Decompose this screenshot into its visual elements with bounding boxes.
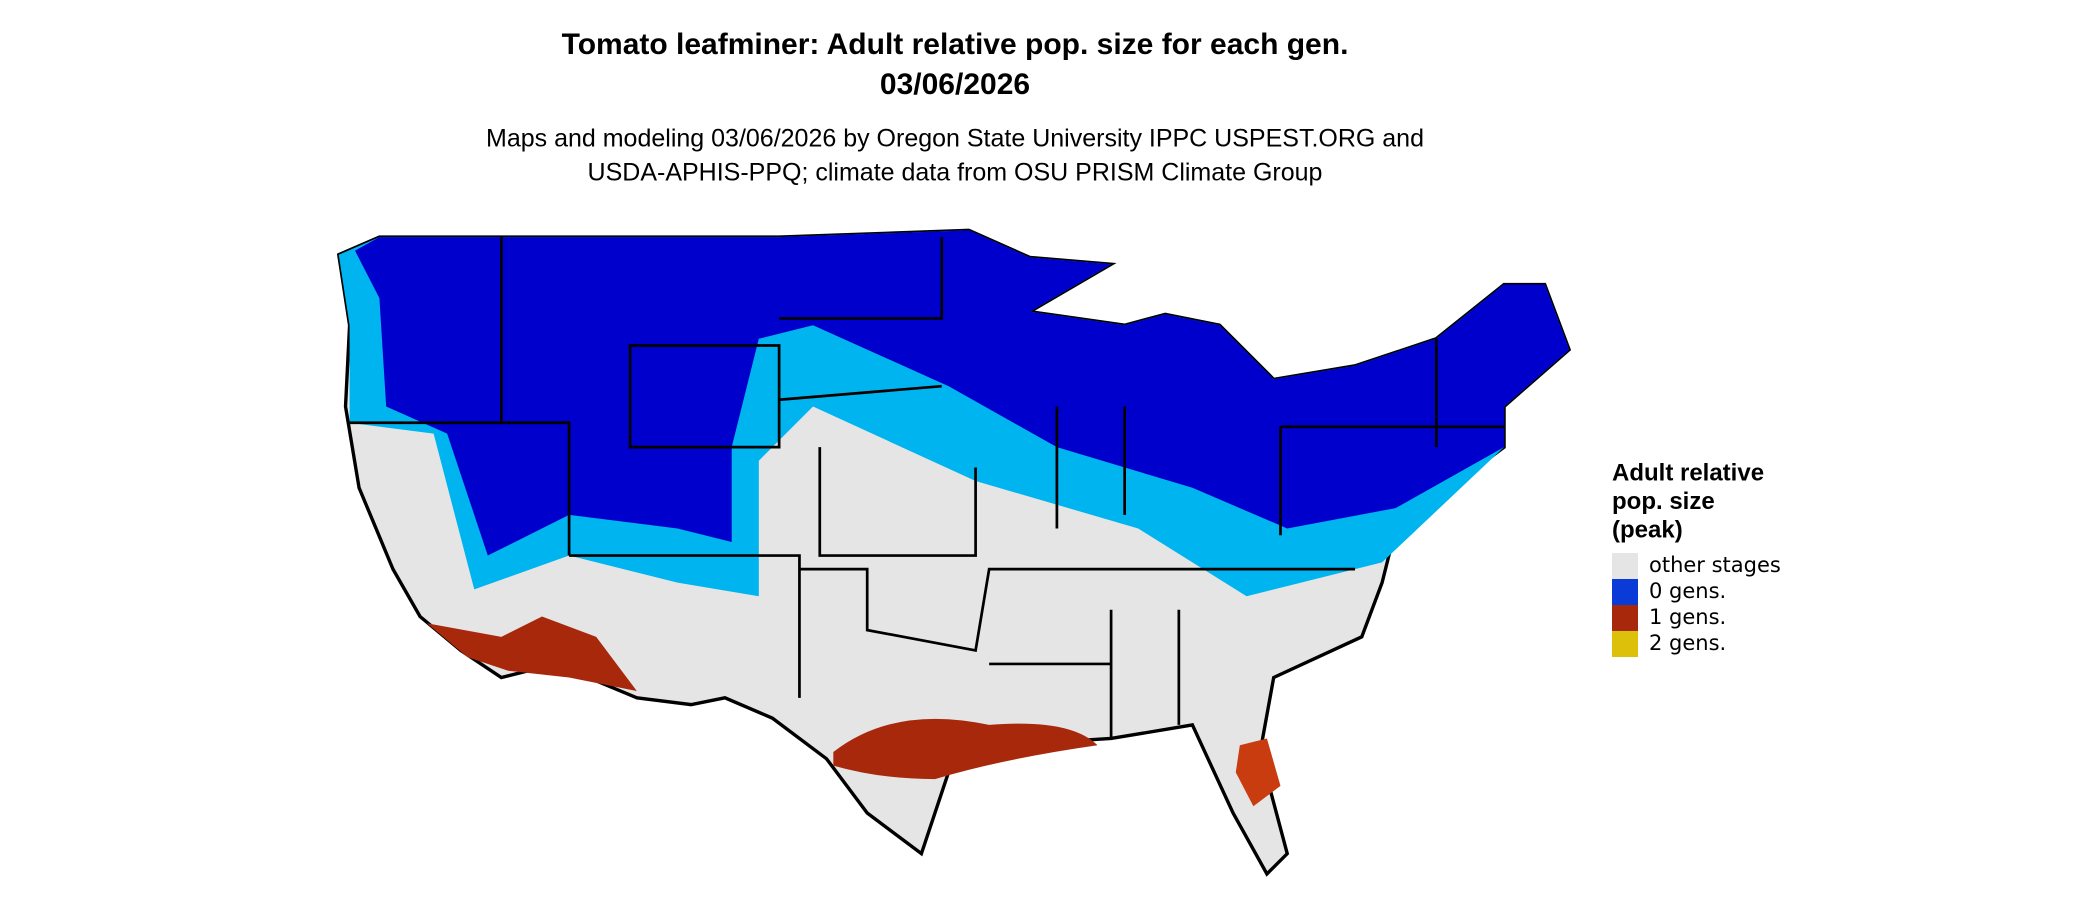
legend-title: Adult relative	[1612, 459, 1764, 486]
warm-gulf	[833, 718, 1098, 780]
state-borders	[349, 237, 1505, 739]
title-line: 03/06/2026	[880, 68, 1030, 101]
cold-region	[355, 230, 1570, 556]
legend-label: 1 gens.	[1649, 605, 1726, 629]
legend-swatch	[1612, 553, 1638, 579]
legend-title: (peak)	[1612, 516, 1683, 543]
us-map	[336, 228, 1572, 877]
warm-southwest	[426, 616, 637, 692]
legend-swatch	[1612, 579, 1638, 605]
legend-swatch	[1612, 605, 1638, 631]
subtitle-line: USDA-APHIS-PPQ; climate data from OSU PR…	[588, 159, 1323, 187]
title-line: Tomato leafminer: Adult relative pop. si…	[562, 28, 1349, 61]
legend-title: pop. size	[1612, 488, 1715, 515]
warm-florida	[1235, 738, 1281, 807]
legend-swatch	[1612, 631, 1638, 657]
legend-label: other stages	[1649, 553, 1781, 577]
subtitle-line: Maps and modeling 03/06/2026 by Oregon S…	[486, 125, 1424, 153]
legend-label: 2 gens.	[1649, 631, 1726, 655]
legend-label: 0 gens.	[1649, 579, 1726, 603]
